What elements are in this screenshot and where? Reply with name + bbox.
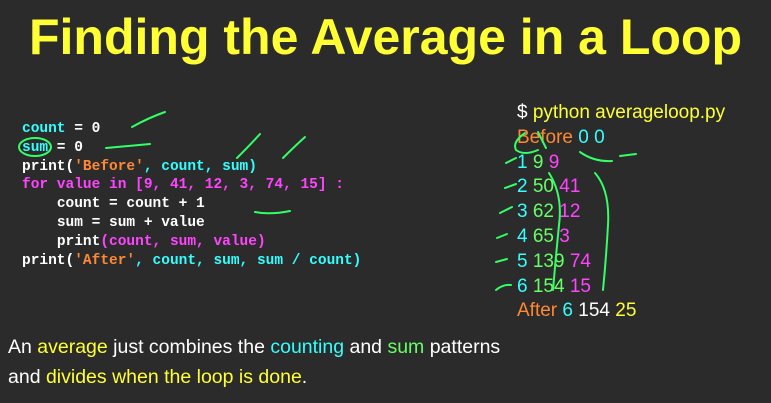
annotation-stroke <box>496 233 508 239</box>
code-token: , count, sum) <box>143 158 257 175</box>
command-text: python averageloop.py <box>527 102 726 123</box>
code-indent <box>22 215 57 231</box>
code-token: sum = sum + value <box>56 214 205 231</box>
output-row: 6 154 15 <box>517 275 725 300</box>
output-sum: 62 <box>532 201 554 223</box>
desc-text: . <box>301 366 308 388</box>
output-value: 9 <box>548 151 560 173</box>
code-token: sum <box>22 139 49 156</box>
desc-highlight: counting <box>270 336 345 358</box>
output-value: 3 <box>559 225 570 247</box>
desc-text: and <box>8 366 46 388</box>
output-after: After 6 154 25 <box>517 299 725 324</box>
annotation-stroke <box>499 206 513 214</box>
code-token: [9, 41, 12, 3, 74, 15] : <box>126 177 344 194</box>
desc-text: An <box>8 336 38 358</box>
output-sum: 154 <box>532 275 565 297</box>
code-token: ( <box>65 158 75 175</box>
output-label: Before <box>517 126 573 148</box>
code-line-4: for value in [9, 41, 12, 3, 74, 15] : <box>22 176 361 195</box>
output-count: 5 <box>517 250 528 272</box>
output-count: 6 <box>562 300 573 322</box>
code-token: value <box>48 177 110 194</box>
code-string: 'Before' <box>74 158 144 175</box>
output-row: 3 62 12 <box>517 200 725 225</box>
output-value: 41 <box>559 176 581 198</box>
desc-highlight: divides when the loop is done <box>45 366 302 388</box>
description-text: An average just combines the counting an… <box>8 332 500 392</box>
code-token: print <box>22 252 66 269</box>
code-line-5: count = count + 1 <box>22 195 361 214</box>
output-count: 1 <box>517 151 528 173</box>
prompt-symbol: $ <box>517 102 528 123</box>
description-line-2: and divides when the loop is done. <box>8 362 500 392</box>
code-line-2: sum = 0 <box>22 139 361 158</box>
slide-title: Finding the Average in a Loop <box>29 9 742 65</box>
output-average: 25 <box>615 300 637 322</box>
output-value: 12 <box>559 201 581 223</box>
output-value: 0 <box>594 126 605 148</box>
output-label: After <box>517 300 558 322</box>
code-token: count <box>22 121 66 137</box>
code-string: 'After' <box>74 252 136 269</box>
code-token: print <box>56 233 101 250</box>
output-sum: 65 <box>532 225 554 247</box>
output-before: Before 0 0 <box>517 126 725 151</box>
code-token: = 0 <box>48 139 83 156</box>
terminal-command: $ python averageloop.py <box>517 101 725 126</box>
annotation-stroke <box>504 183 517 189</box>
output-row: 5 139 74 <box>517 250 725 275</box>
desc-highlight: sum <box>387 336 425 358</box>
code-keyword: in <box>109 177 127 194</box>
output-sum: 139 <box>532 250 565 272</box>
code-token: print <box>22 158 66 175</box>
code-line-8: print('After', count, sum, sum / count) <box>22 252 361 271</box>
output-value: 0 <box>578 126 589 148</box>
output-count: 4 <box>517 225 528 247</box>
output-value: 15 <box>569 275 591 297</box>
code-keyword: for <box>22 177 49 194</box>
code-line-1: count = 0 <box>22 120 361 139</box>
code-line-3: print('Before', count, sum) <box>22 158 361 177</box>
description-line-1: An average just combines the counting an… <box>8 332 500 362</box>
output-sum: 9 <box>532 151 544 173</box>
output-row: 1 9 9 <box>517 151 725 176</box>
code-token: (count, sum, value) <box>100 233 266 250</box>
desc-text: and <box>344 336 388 358</box>
output-row: 2 50 41 <box>517 175 725 200</box>
code-token: = 0 <box>65 121 101 137</box>
output-value: 74 <box>569 250 591 272</box>
code-token: , count, sum, sum / count) <box>135 252 362 269</box>
code-block: count = 0 sum = 0 print('Before', count, s… <box>22 120 361 270</box>
desc-text: patterns <box>424 336 501 358</box>
code-line-6: sum = sum + value <box>22 214 361 233</box>
annotation-stroke <box>495 283 512 291</box>
code-indent <box>22 196 57 212</box>
code-line-7: print(count, sum, value) <box>22 233 361 252</box>
output-count: 2 <box>517 176 528 198</box>
annotation-stroke <box>505 157 517 164</box>
desc-text: just combines the <box>107 336 271 358</box>
output-count: 3 <box>517 201 528 223</box>
output-count: 6 <box>517 275 528 297</box>
output-sum: 50 <box>532 176 554 198</box>
desc-highlight: average <box>37 336 108 358</box>
annotation-stroke <box>495 258 508 263</box>
output-sum: 154 <box>578 300 610 322</box>
code-indent <box>22 234 57 250</box>
code-token: count = count + 1 <box>56 196 205 213</box>
output-row: 4 65 3 <box>517 225 725 250</box>
code-token: ( <box>65 252 75 269</box>
